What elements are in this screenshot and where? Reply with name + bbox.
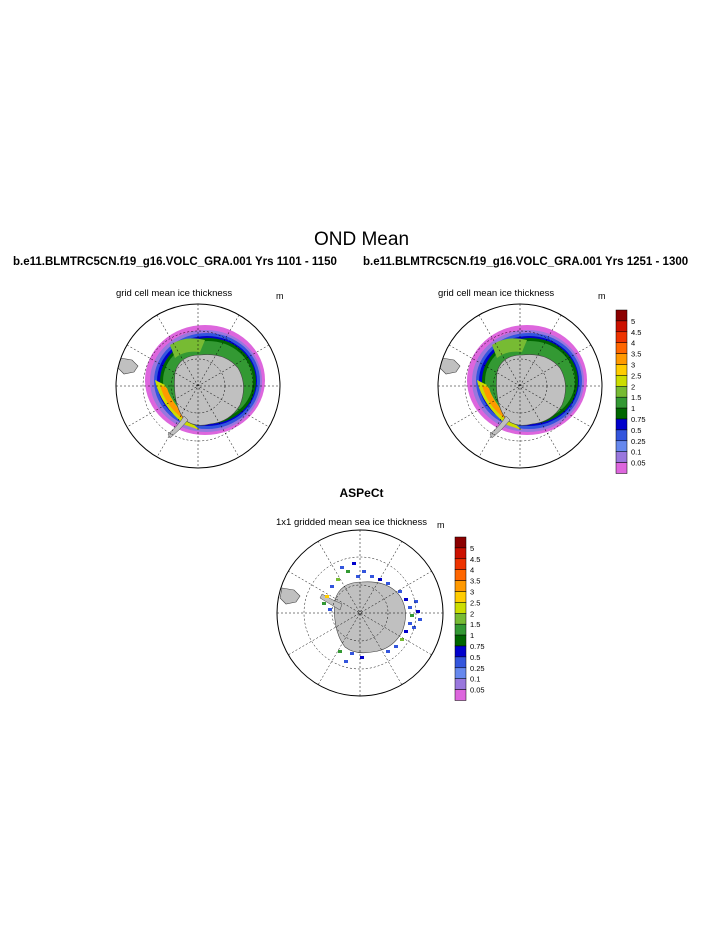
colorbar-swatch [615, 375, 628, 387]
colorbar-label: 0.5 [470, 653, 480, 662]
colorbar-swatch [454, 536, 467, 549]
obs-map-grid [277, 530, 443, 696]
left-map-grid [116, 304, 280, 468]
colorbar-swatch [615, 353, 628, 365]
colorbar-label: 1.5 [470, 620, 480, 629]
colorbar-swatch [454, 667, 467, 679]
colorbar-swatch [615, 342, 628, 354]
south-america [279, 587, 301, 605]
colorbar-swatch [615, 386, 628, 398]
colorbar-obs: 5 4.5 4 3.5 32.5 2 1.5 1 0.75 0.5 0.25 0.1 0.05 [454, 536, 485, 701]
colorbar-swatch [454, 569, 467, 581]
colorbar-label: 4 [631, 339, 635, 348]
colorbar-label: 4 [470, 566, 474, 575]
ice-light-green [492, 338, 527, 358]
obs-units: m [437, 520, 445, 530]
ice-weddell-orange [160, 385, 190, 420]
colorbar-label: 1.5 [631, 393, 641, 402]
ice-weddell-orange [482, 385, 512, 420]
colorbar-label: 0.05 [631, 459, 646, 468]
colorbar-label: 2.5 [631, 371, 641, 380]
left-field-title: grid cell mean ice thickness [116, 288, 233, 299]
colorbar-label: 2 [631, 382, 635, 391]
left-map-border [115, 303, 281, 469]
colorbar-label: 0.1 [470, 675, 480, 684]
right-units: m [598, 291, 606, 301]
colorbar-swatch [454, 678, 467, 690]
colorbar-swatch [615, 309, 628, 322]
colorbar-label: 4.5 [631, 328, 641, 337]
colorbar-swatch [454, 591, 467, 603]
colorbar-label: 2 [470, 609, 474, 618]
left-units: m [276, 291, 284, 301]
colorbar-label: 3 [470, 588, 474, 597]
colorbar-swatch [454, 689, 467, 701]
obs-ice-points [322, 562, 422, 663]
right-field-title: grid cell mean ice thickness [438, 288, 555, 299]
obs-map-border [276, 529, 444, 697]
colorbar-label: 0.25 [470, 664, 485, 673]
colorbar-swatch [615, 462, 628, 474]
colorbar-swatch [615, 331, 628, 343]
colorbar-model: 5 4.5 4 3.5 32.5 2 1.5 1 0.75 0.5 0.25 0.1 0.05 [615, 309, 646, 474]
obs-title: ASPeCt [339, 486, 384, 500]
colorbar-label: 2.5 [470, 598, 480, 607]
colorbar-label: 4.5 [470, 555, 480, 564]
colorbar-label: 3 [631, 361, 635, 370]
colorbar-swatch [454, 645, 467, 658]
colorbar-swatch [454, 558, 467, 570]
colorbar-label: 0.5 [631, 426, 641, 435]
page-title: OND Mean [313, 229, 410, 250]
colorbar-label: 0.75 [631, 415, 646, 424]
colorbar-swatch [615, 407, 628, 420]
colorbar-swatch [615, 396, 628, 409]
colorbar-swatch [615, 320, 628, 333]
colorbar-swatch [615, 451, 628, 463]
colorbar-swatch [454, 613, 467, 625]
right-case-title: b.e11.BLMTRC5CN.f19_g16.VOLC_GRA.001 Yrs… [363, 256, 689, 268]
colorbar-swatch [454, 580, 467, 592]
colorbar-label: 5 [470, 544, 474, 553]
right-map-grid [438, 304, 602, 468]
colorbar-swatch [454, 547, 467, 560]
antarctic-peninsula [167, 415, 189, 439]
colorbar-swatch [615, 418, 628, 431]
obs-polar-map [277, 530, 443, 696]
colorbar-swatch [454, 602, 467, 614]
colorbar-label: 0.05 [470, 686, 485, 695]
colorbar-label: 3.5 [470, 577, 480, 586]
colorbar-label: 1 [631, 404, 635, 413]
colorbar-label: 0.1 [631, 448, 641, 457]
right-map-border [437, 303, 603, 469]
colorbar-swatch [615, 440, 628, 452]
left-case-title: b.e11.BLMTRC5CN.f19_g16.VOLC_GRA.001 Yrs… [13, 256, 337, 268]
colorbar-swatch [615, 429, 628, 442]
colorbar-label: 3.5 [631, 350, 641, 359]
antarctica-land [334, 581, 406, 654]
colorbar-label: 5 [631, 317, 635, 326]
colorbar-swatch [454, 623, 467, 636]
colorbar-label: 0.75 [470, 642, 485, 651]
colorbar-label: 0.25 [631, 437, 646, 446]
colorbar-swatch [454, 634, 467, 647]
colorbar-label: 1 [470, 631, 474, 640]
ice-light-green [170, 338, 205, 358]
colorbar-swatch [615, 364, 628, 376]
antarctic-peninsula [489, 415, 511, 439]
obs-field-title: 1x1 gridded mean sea ice thickness [276, 517, 428, 528]
colorbar-swatch [454, 656, 467, 669]
left-polar-map [116, 304, 280, 468]
